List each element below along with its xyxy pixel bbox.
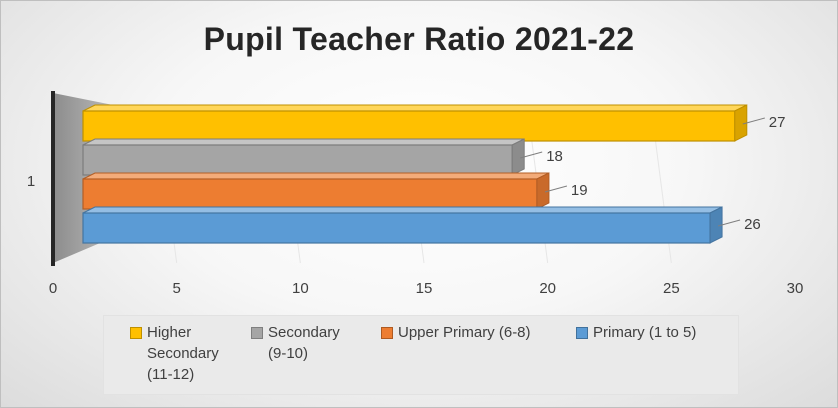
bar-end-face	[511, 138, 525, 176]
legend-label: Secondary	[147, 345, 219, 362]
data-label: 18	[546, 148, 563, 165]
legend-label: Upper Primary (6-8)	[398, 324, 531, 341]
legend-label: Higher	[147, 324, 192, 341]
x-tick-label: 0	[49, 280, 57, 297]
x-tick-label: 30	[787, 280, 804, 297]
bar-end-face	[536, 172, 550, 210]
data-label: 27	[769, 114, 786, 131]
legend-label: (11-12)	[147, 366, 195, 383]
x-tick-label: 5	[172, 280, 180, 297]
x-tick-label: 25	[663, 280, 680, 297]
bar-end-face	[734, 104, 748, 142]
legend-item-upper-primary: Upper Primary (6-8)	[381, 322, 561, 343]
data-label: 26	[744, 216, 761, 233]
bar-top-face	[82, 172, 550, 180]
bar-end-face	[709, 206, 723, 244]
legend-swatch-primary	[576, 327, 588, 339]
legend-swatch-secondary	[251, 327, 263, 339]
legend-item-primary: Primary (1 to 5)	[576, 322, 736, 343]
legend-label: Primary (1 to 5)	[593, 324, 697, 341]
x-tick-label: 10	[292, 280, 309, 297]
data-label: 19	[571, 182, 588, 199]
bar-0	[82, 110, 736, 142]
x-tick-label: 20	[539, 280, 556, 297]
category-label: 1	[27, 173, 35, 190]
chart-title: Pupil Teacher Ratio 2021-22	[203, 21, 635, 57]
bar-top-face	[82, 104, 748, 112]
bar-1	[82, 144, 513, 176]
bar-3	[82, 212, 711, 244]
data-label-leader	[544, 185, 568, 193]
legend-item-secondary: Secondary (9-10)	[251, 322, 361, 364]
bar-2	[82, 178, 538, 210]
legend-swatch-upper-primary	[381, 327, 393, 339]
legend-label: Secondary	[268, 324, 340, 341]
x-tick-label: 15	[416, 280, 433, 297]
data-label-leader	[742, 117, 765, 125]
data-label-leader	[717, 219, 741, 227]
legend: Higher Secondary (11-12) Secondary (9-10…	[103, 315, 739, 395]
legend-item-higher-secondary: Higher Secondary (11-12)	[130, 322, 240, 385]
bar-top-face	[82, 206, 723, 214]
data-label-leader	[520, 151, 543, 159]
bar-top-face	[82, 138, 525, 146]
legend-swatch-higher-secondary	[130, 327, 142, 339]
legend-label: (9-10)	[268, 345, 309, 362]
